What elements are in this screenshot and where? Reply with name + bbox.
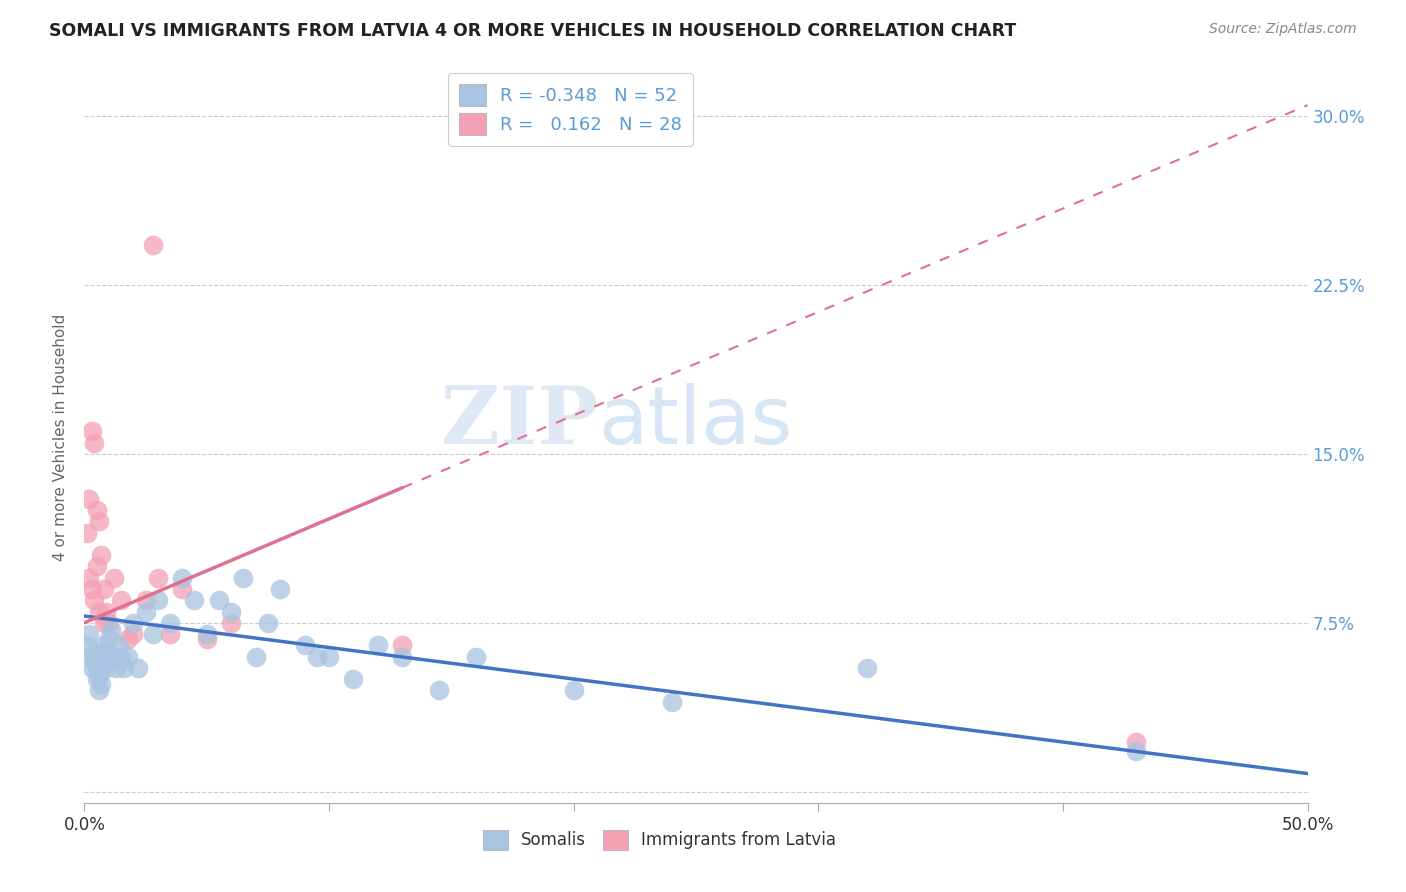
Text: SOMALI VS IMMIGRANTS FROM LATVIA 4 OR MORE VEHICLES IN HOUSEHOLD CORRELATION CHA: SOMALI VS IMMIGRANTS FROM LATVIA 4 OR MO…	[49, 22, 1017, 40]
Text: Source: ZipAtlas.com: Source: ZipAtlas.com	[1209, 22, 1357, 37]
Point	[562, 683, 585, 698]
Point	[122, 627, 145, 641]
Point	[305, 649, 328, 664]
Point	[83, 645, 105, 659]
Point	[257, 615, 280, 630]
Point	[93, 615, 115, 630]
Point	[83, 435, 105, 450]
Point	[294, 638, 316, 652]
Point	[87, 683, 110, 698]
Point	[90, 548, 112, 562]
Point	[90, 676, 112, 690]
Point	[97, 615, 120, 630]
Point	[232, 571, 254, 585]
Point	[86, 559, 108, 574]
Point	[80, 649, 103, 664]
Point	[391, 649, 413, 664]
Point	[195, 627, 218, 641]
Point	[391, 638, 413, 652]
Point	[135, 593, 157, 607]
Point	[93, 582, 115, 596]
Point	[195, 632, 218, 646]
Point	[427, 683, 450, 698]
Point	[219, 605, 242, 619]
Point	[80, 661, 103, 675]
Point	[342, 672, 364, 686]
Point	[661, 694, 683, 708]
Point	[208, 593, 231, 607]
Point	[87, 515, 110, 529]
Point	[86, 503, 108, 517]
Point	[367, 638, 389, 652]
Point	[107, 638, 129, 652]
Point	[159, 627, 181, 641]
Point	[86, 661, 108, 675]
Point	[100, 623, 122, 637]
Point	[87, 667, 110, 681]
Point	[159, 615, 181, 630]
Text: atlas: atlas	[598, 384, 793, 461]
Point	[464, 649, 486, 664]
Point	[76, 525, 98, 540]
Point	[103, 649, 125, 664]
Point	[96, 645, 118, 659]
Point	[245, 649, 267, 664]
Point	[146, 571, 169, 585]
Point	[97, 632, 120, 646]
Text: ZIP: ZIP	[441, 384, 598, 461]
Point	[146, 593, 169, 607]
Point	[80, 425, 103, 439]
Point	[1125, 744, 1147, 758]
Point	[105, 661, 128, 675]
Point	[93, 638, 115, 652]
Point	[86, 672, 108, 686]
Point	[96, 661, 118, 675]
Point	[103, 571, 125, 585]
Point	[142, 627, 165, 641]
Point	[77, 571, 100, 585]
Point	[135, 605, 157, 619]
Point	[83, 593, 105, 607]
Point	[76, 638, 98, 652]
Point	[172, 571, 194, 585]
Point	[90, 654, 112, 668]
Point	[96, 605, 118, 619]
Point	[117, 632, 139, 646]
Point	[219, 615, 242, 630]
Point	[318, 649, 340, 664]
Point	[172, 582, 194, 596]
Point	[142, 237, 165, 252]
Point	[269, 582, 291, 596]
Point	[856, 661, 879, 675]
Point	[87, 605, 110, 619]
Point	[122, 615, 145, 630]
Y-axis label: 4 or more Vehicles in Household: 4 or more Vehicles in Household	[53, 313, 69, 561]
Point	[77, 627, 100, 641]
Point	[110, 593, 132, 607]
Legend: Somalis, Immigrants from Latvia: Somalis, Immigrants from Latvia	[477, 823, 842, 856]
Point	[117, 649, 139, 664]
Point	[110, 649, 132, 664]
Point	[80, 582, 103, 596]
Point	[183, 593, 205, 607]
Point	[97, 654, 120, 668]
Point	[93, 649, 115, 664]
Point	[77, 491, 100, 506]
Point	[83, 654, 105, 668]
Point	[112, 661, 135, 675]
Point	[1125, 735, 1147, 749]
Point	[127, 661, 149, 675]
